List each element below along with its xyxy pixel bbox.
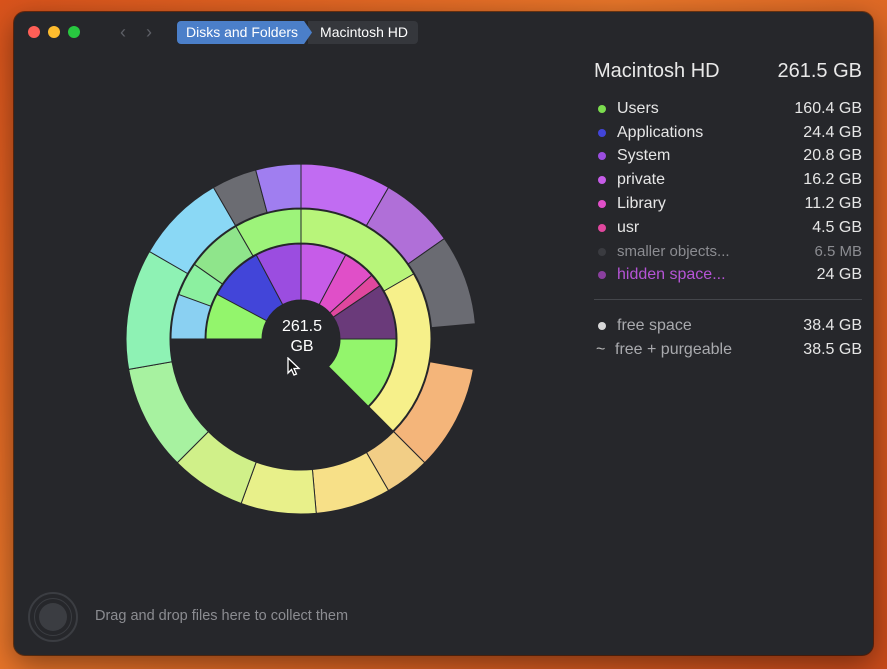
legend-color-dot-icon: [598, 128, 606, 137]
volume-name: Macintosh HD: [594, 60, 720, 82]
legend-row-free-purgeable[interactable]: ~ free + purgeable 38.5 GB: [594, 338, 862, 362]
center-total-unit: GB: [290, 338, 314, 355]
back-chevron-icon[interactable]: ‹: [120, 22, 126, 42]
legend-divider: [594, 299, 862, 301]
legend-row[interactable]: System 20.8 GB: [594, 145, 862, 169]
legend-color-dot-icon: [598, 247, 606, 256]
legend-item-name: Users: [617, 99, 659, 117]
legend-color-dot-icon: [598, 271, 606, 280]
legend-row[interactable]: Applications 24.4 GB: [594, 121, 862, 145]
sunburst-segment[interactable]: [170, 293, 212, 340]
legend-item-name: usr: [617, 218, 640, 236]
free-space-dot-icon: [598, 322, 606, 331]
legend-row[interactable]: smaller objects... 6.5 MB: [594, 240, 862, 264]
legend-row[interactable]: private 16.2 GB: [594, 168, 862, 192]
sunburst-segment[interactable]: [368, 273, 432, 432]
sunburst-segment[interactable]: [407, 237, 476, 329]
legend-color-dot-icon: [598, 176, 606, 185]
breadcrumb-disks-and-folders[interactable]: Disks and Folders: [177, 21, 312, 44]
center-total-label[interactable]: 261.5 GB: [262, 317, 342, 357]
legend-item-value: 11.2 GB: [804, 195, 862, 213]
legend-item-name: Applications: [617, 123, 704, 141]
tilde-icon: ~: [596, 341, 606, 359]
legend-color-dot-icon: [598, 104, 606, 113]
sunburst-segment-hidden-space[interactable]: [332, 285, 397, 340]
free-space-label: free space: [617, 317, 692, 335]
main-window: ‹ › Disks and Folders Macintosh HD 261.5…: [14, 12, 873, 655]
legend-row[interactable]: Users 160.4 GB: [594, 97, 862, 121]
legend-color-dot-icon: [598, 223, 606, 232]
legend-color-dot-icon: [598, 152, 606, 161]
maximize-window-button[interactable]: [68, 26, 80, 38]
legend-item-value: 24.4 GB: [803, 123, 862, 141]
breadcrumb-macintosh-hd[interactable]: Macintosh HD: [308, 21, 418, 44]
legend-item-value: 20.8 GB: [803, 147, 862, 165]
drop-target-icon[interactable]: [28, 592, 78, 642]
legend-header: Macintosh HD 261.5 GB: [594, 60, 862, 83]
legend-row[interactable]: usr 4.5 GB: [594, 216, 862, 240]
disk-usage-sunburst-chart[interactable]: [14, 12, 873, 655]
free-purgeable-value: 38.5 GB: [803, 341, 862, 359]
breadcrumb: Disks and Folders Macintosh HD: [177, 21, 418, 44]
legend-row-free-space[interactable]: free space 38.4 GB: [594, 314, 862, 338]
legend-item-value: 6.5 MB: [814, 243, 862, 261]
legend-item-name: private: [617, 171, 666, 189]
close-window-button[interactable]: [28, 26, 40, 38]
legend-panel: Macintosh HD 261.5 GB Users 160.4 GB Appli…: [594, 60, 862, 362]
legend-item-name: Library: [617, 195, 666, 213]
legend-row[interactable]: hidden space... 24 GB: [594, 264, 862, 288]
free-space-value: 38.4 GB: [803, 317, 862, 335]
free-purgeable-label: free + purgeable: [615, 341, 732, 359]
legend-item-name: System: [617, 147, 671, 165]
drop-zone-text: Drag and drop files here to collect them: [95, 608, 349, 624]
legend-item-value: 160.4 GB: [794, 99, 862, 117]
forward-chevron-icon[interactable]: ›: [146, 22, 152, 42]
legend-item-name: hidden space...: [617, 266, 726, 284]
volume-total: 261.5 GB: [777, 60, 862, 82]
legend-item-value: 16.2 GB: [803, 171, 862, 189]
legend-item-name: smaller objects...: [617, 243, 730, 261]
legend-item-value: 24 GB: [816, 266, 862, 284]
legend-color-dot-icon: [598, 200, 606, 209]
minimize-window-button[interactable]: [48, 26, 60, 38]
mouse-pointer-icon: [287, 357, 301, 376]
legend-item-value: 4.5 GB: [812, 218, 862, 236]
center-total-value: 261.5: [281, 318, 323, 335]
legend-row[interactable]: Library 11.2 GB: [594, 192, 862, 216]
